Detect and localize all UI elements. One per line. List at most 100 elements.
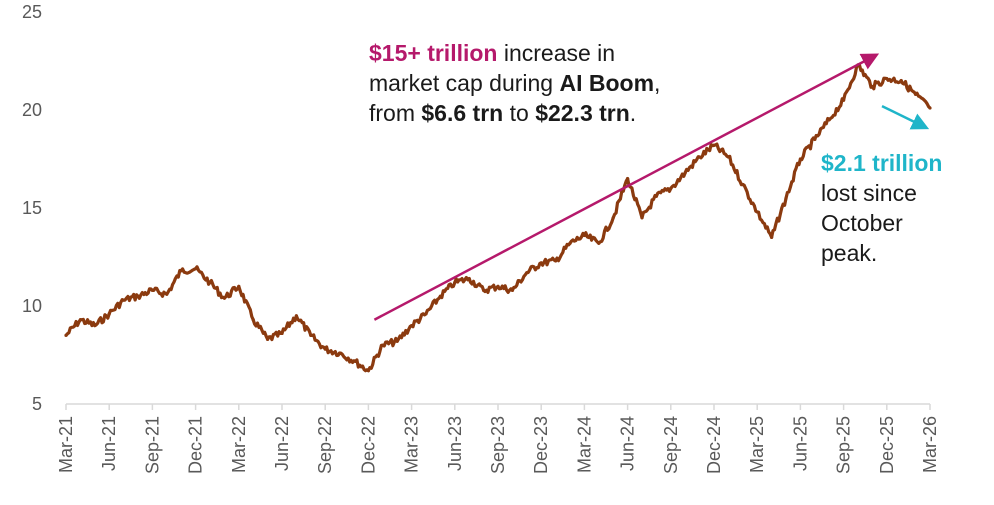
boom-annotation-line-3: from $6.6 trn to $22.3 trn. <box>369 98 729 128</box>
x-tick-label: Sep-23 <box>488 416 508 474</box>
x-tick-label: Sep-22 <box>315 416 335 474</box>
y-tick-label: 15 <box>22 198 42 218</box>
y-tick-label: 25 <box>22 2 42 22</box>
data-point <box>424 312 428 316</box>
data-point <box>179 269 183 273</box>
data-point <box>741 182 745 187</box>
data-point <box>194 267 198 271</box>
x-tick-label: Mar-24 <box>574 416 594 473</box>
data-point <box>136 294 140 298</box>
boom-line2c: , <box>654 70 661 96</box>
data-point <box>453 280 457 285</box>
data-point <box>755 210 759 214</box>
boom-line2b: AI Boom <box>559 70 655 96</box>
x-tick-label: Jun-23 <box>445 416 465 471</box>
data-point <box>395 339 399 343</box>
data-points <box>64 63 932 373</box>
data-point <box>338 351 342 355</box>
x-tick-label: Jun-25 <box>790 416 810 471</box>
data-point <box>208 280 212 285</box>
data-point <box>597 241 601 245</box>
data-point <box>222 296 226 300</box>
x-tick-label: Sep-24 <box>661 416 681 474</box>
y-axis: 5 10 15 20 25 <box>22 2 42 414</box>
data-point <box>928 106 932 110</box>
loss-annotation: $2.1 trillion lost since October peak. <box>821 148 991 268</box>
loss-arrow <box>881 104 930 130</box>
y-tick-label: 10 <box>22 296 42 316</box>
x-tick-label: Dec-24 <box>704 416 724 474</box>
x-tick-label: Mar-23 <box>402 416 422 473</box>
data-point <box>726 155 731 159</box>
data-point <box>813 137 817 141</box>
loss-line-3: peak. <box>821 240 878 266</box>
data-point <box>611 216 615 220</box>
data-point <box>914 92 918 96</box>
data-point <box>698 155 702 159</box>
data-point <box>352 359 356 363</box>
boom-line3b: $6.6 trn <box>421 100 504 126</box>
data-point <box>78 318 82 322</box>
data-point <box>525 271 529 275</box>
data-point <box>539 261 543 265</box>
data-point <box>107 312 111 316</box>
boom-arrow <box>373 53 880 321</box>
data-point <box>93 324 97 328</box>
data-point <box>626 177 630 181</box>
data-point <box>150 288 154 292</box>
data-point <box>669 186 673 190</box>
x-axis: Mar-21 Jun-21 Sep-21 Dec-21 Mar-22 Jun-22 Sep-… <box>56 404 940 474</box>
data-point <box>798 157 803 161</box>
x-tick-label: Dec-23 <box>531 416 551 474</box>
data-point <box>294 314 298 318</box>
boom-highlight: $15+ trillion <box>369 40 498 66</box>
data-point <box>885 77 889 81</box>
data-point <box>237 284 241 288</box>
data-point <box>510 288 514 292</box>
boom-line3d: $22.3 trn <box>535 100 630 126</box>
data-point <box>870 84 875 89</box>
x-tick-label: Sep-21 <box>142 416 162 474</box>
data-point <box>640 216 644 220</box>
data-point <box>122 298 126 302</box>
x-tick-label: Dec-22 <box>358 416 378 474</box>
x-tick-label: Jun-22 <box>272 416 292 471</box>
data-point <box>654 194 659 198</box>
x-tick-label: Mar-25 <box>747 416 767 473</box>
data-point <box>64 333 68 337</box>
data-point <box>410 324 414 328</box>
x-tick-label: Jun-21 <box>99 416 119 471</box>
data-point <box>381 343 385 347</box>
data-point <box>467 276 471 281</box>
x-tick-label: Mar-21 <box>56 416 76 473</box>
data-point <box>770 235 774 239</box>
x-tick-label: Sep-25 <box>834 416 854 474</box>
data-point <box>309 333 313 337</box>
boom-line2a: market cap during <box>369 70 560 96</box>
boom-line3c: to <box>503 100 536 126</box>
x-tick-label: Jun-24 <box>618 416 638 471</box>
data-point <box>712 143 716 147</box>
data-point <box>323 347 327 351</box>
data-point <box>165 292 169 296</box>
loss-line-2: October <box>821 210 903 236</box>
data-point <box>554 259 558 263</box>
data-point <box>366 369 370 373</box>
data-point <box>482 288 486 292</box>
boom-annotation: $15+ trillion increase in market cap dur… <box>369 38 729 128</box>
data-point <box>251 318 255 322</box>
data-point <box>280 331 284 336</box>
data-point <box>582 233 587 238</box>
data-point <box>438 294 442 298</box>
x-tick-label: Dec-25 <box>877 416 897 474</box>
y-tick-label: 20 <box>22 100 42 120</box>
data-point <box>842 98 846 102</box>
boom-line3a: from <box>369 100 422 126</box>
x-tick-label: Dec-21 <box>186 416 206 474</box>
data-point <box>266 337 270 341</box>
loss-line-1: lost since <box>821 180 917 206</box>
boom-line1-text: increase in <box>497 40 616 66</box>
y-tick-label: 5 <box>32 394 42 414</box>
data-point <box>496 284 500 288</box>
